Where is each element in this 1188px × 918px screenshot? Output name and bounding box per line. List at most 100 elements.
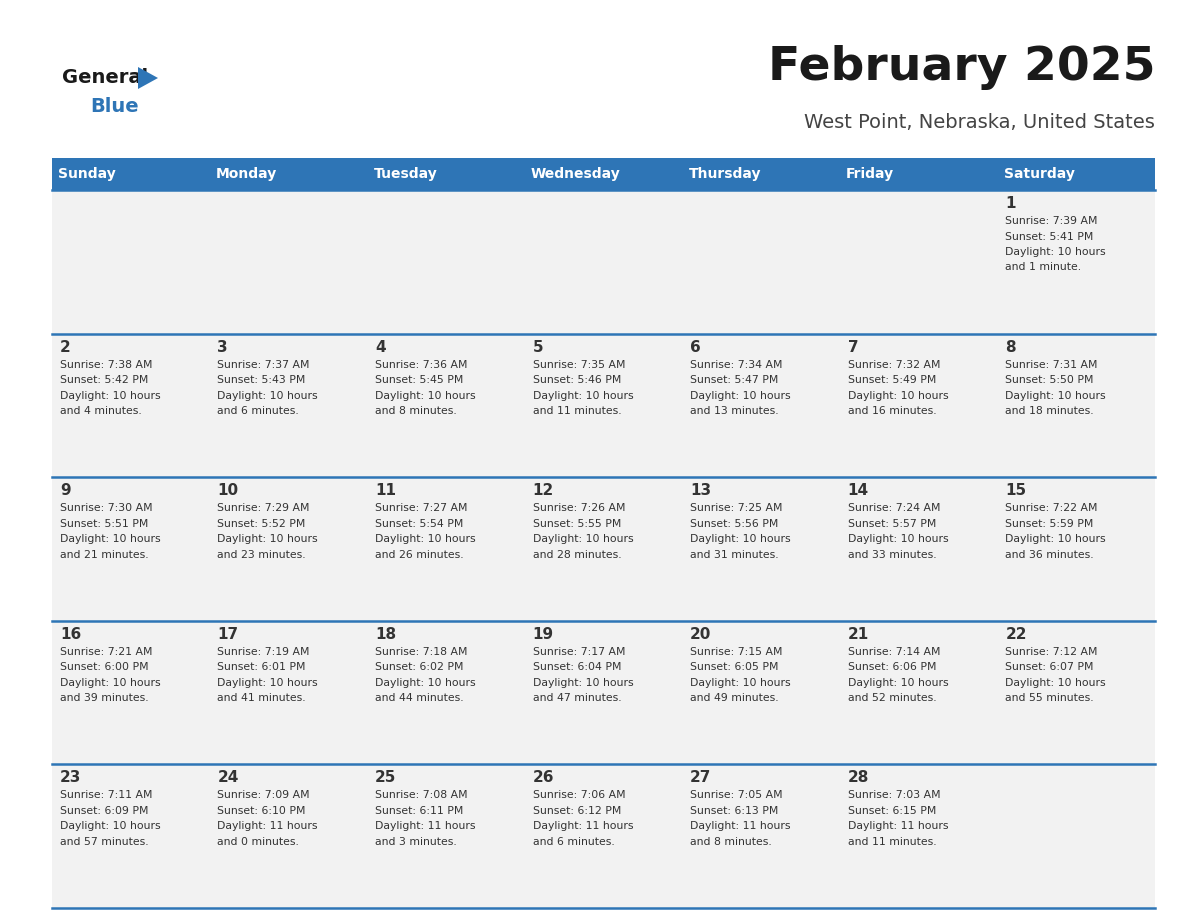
Text: Sunrise: 7:05 AM: Sunrise: 7:05 AM xyxy=(690,790,783,800)
Text: Sunrise: 7:38 AM: Sunrise: 7:38 AM xyxy=(59,360,152,370)
Text: February 2025: February 2025 xyxy=(767,46,1155,91)
Text: Daylight: 10 hours: Daylight: 10 hours xyxy=(532,390,633,400)
Text: Sunrise: 7:29 AM: Sunrise: 7:29 AM xyxy=(217,503,310,513)
Bar xyxy=(682,621,840,765)
Text: 11: 11 xyxy=(375,483,396,498)
Text: Sunrise: 7:22 AM: Sunrise: 7:22 AM xyxy=(1005,503,1098,513)
Text: Sunrise: 7:30 AM: Sunrise: 7:30 AM xyxy=(59,503,152,513)
Bar xyxy=(367,477,525,621)
Text: Daylight: 10 hours: Daylight: 10 hours xyxy=(217,677,318,688)
Text: Friday: Friday xyxy=(846,167,895,181)
Text: Sunset: 6:10 PM: Sunset: 6:10 PM xyxy=(217,806,307,816)
Bar xyxy=(367,765,525,908)
Text: Daylight: 10 hours: Daylight: 10 hours xyxy=(375,534,475,544)
Text: Sunrise: 7:08 AM: Sunrise: 7:08 AM xyxy=(375,790,468,800)
Bar xyxy=(209,477,367,621)
Text: Sunrise: 7:27 AM: Sunrise: 7:27 AM xyxy=(375,503,468,513)
Bar xyxy=(52,477,209,621)
Text: Sunrise: 7:31 AM: Sunrise: 7:31 AM xyxy=(1005,360,1098,370)
Text: 21: 21 xyxy=(848,627,868,642)
Bar xyxy=(998,477,1155,621)
Bar xyxy=(840,333,998,477)
Text: Daylight: 10 hours: Daylight: 10 hours xyxy=(690,390,791,400)
Text: 9: 9 xyxy=(59,483,70,498)
Text: Sunrise: 7:17 AM: Sunrise: 7:17 AM xyxy=(532,647,625,656)
Text: 13: 13 xyxy=(690,483,712,498)
Text: 14: 14 xyxy=(848,483,868,498)
Bar xyxy=(367,190,525,333)
Text: and 36 minutes.: and 36 minutes. xyxy=(1005,550,1094,560)
Text: 3: 3 xyxy=(217,340,228,354)
Text: Sunrise: 7:12 AM: Sunrise: 7:12 AM xyxy=(1005,647,1098,656)
Bar xyxy=(840,190,998,333)
Bar xyxy=(998,765,1155,908)
Text: and 1 minute.: and 1 minute. xyxy=(1005,263,1081,273)
Text: and 55 minutes.: and 55 minutes. xyxy=(1005,693,1094,703)
Bar xyxy=(209,158,367,190)
Text: and 6 minutes.: and 6 minutes. xyxy=(532,837,614,847)
Text: Sunrise: 7:19 AM: Sunrise: 7:19 AM xyxy=(217,647,310,656)
Text: Sunrise: 7:21 AM: Sunrise: 7:21 AM xyxy=(59,647,152,656)
Text: Sunrise: 7:32 AM: Sunrise: 7:32 AM xyxy=(848,360,940,370)
Text: Saturday: Saturday xyxy=(1004,167,1075,181)
Text: 8: 8 xyxy=(1005,340,1016,354)
Bar xyxy=(525,190,682,333)
Text: Sunrise: 7:26 AM: Sunrise: 7:26 AM xyxy=(532,503,625,513)
Text: Sunset: 5:50 PM: Sunset: 5:50 PM xyxy=(1005,375,1094,385)
Text: Sunset: 6:12 PM: Sunset: 6:12 PM xyxy=(532,806,621,816)
Text: Sunset: 5:47 PM: Sunset: 5:47 PM xyxy=(690,375,778,385)
Text: Daylight: 10 hours: Daylight: 10 hours xyxy=(1005,677,1106,688)
Polygon shape xyxy=(138,67,158,89)
Bar xyxy=(682,477,840,621)
Bar xyxy=(209,765,367,908)
Text: and 41 minutes.: and 41 minutes. xyxy=(217,693,307,703)
Bar xyxy=(840,158,998,190)
Text: and 31 minutes.: and 31 minutes. xyxy=(690,550,779,560)
Text: Sunset: 5:45 PM: Sunset: 5:45 PM xyxy=(375,375,463,385)
Text: Sunrise: 7:06 AM: Sunrise: 7:06 AM xyxy=(532,790,625,800)
Text: 12: 12 xyxy=(532,483,554,498)
Text: Sunrise: 7:36 AM: Sunrise: 7:36 AM xyxy=(375,360,468,370)
Text: 1: 1 xyxy=(1005,196,1016,211)
Text: Sunrise: 7:15 AM: Sunrise: 7:15 AM xyxy=(690,647,783,656)
Text: and 8 minutes.: and 8 minutes. xyxy=(375,406,456,416)
Text: Daylight: 10 hours: Daylight: 10 hours xyxy=(1005,534,1106,544)
Text: Tuesday: Tuesday xyxy=(373,167,437,181)
Bar xyxy=(209,621,367,765)
Bar xyxy=(367,621,525,765)
Bar xyxy=(682,765,840,908)
Bar xyxy=(52,765,209,908)
Bar xyxy=(52,333,209,477)
Text: and 4 minutes.: and 4 minutes. xyxy=(59,406,141,416)
Text: 5: 5 xyxy=(532,340,543,354)
Bar xyxy=(209,190,367,333)
Text: 27: 27 xyxy=(690,770,712,786)
Text: and 28 minutes.: and 28 minutes. xyxy=(532,550,621,560)
Text: Sunset: 5:46 PM: Sunset: 5:46 PM xyxy=(532,375,621,385)
Text: Daylight: 10 hours: Daylight: 10 hours xyxy=(59,534,160,544)
Text: 15: 15 xyxy=(1005,483,1026,498)
Text: 7: 7 xyxy=(848,340,859,354)
Text: Sunset: 6:07 PM: Sunset: 6:07 PM xyxy=(1005,662,1094,672)
Text: Thursday: Thursday xyxy=(689,167,762,181)
Text: and 49 minutes.: and 49 minutes. xyxy=(690,693,779,703)
Text: 16: 16 xyxy=(59,627,81,642)
Text: Sunset: 6:06 PM: Sunset: 6:06 PM xyxy=(848,662,936,672)
Text: 17: 17 xyxy=(217,627,239,642)
Bar xyxy=(367,158,525,190)
Text: Sunset: 5:59 PM: Sunset: 5:59 PM xyxy=(1005,519,1094,529)
Bar xyxy=(998,621,1155,765)
Text: Daylight: 10 hours: Daylight: 10 hours xyxy=(59,822,160,832)
Text: and 8 minutes.: and 8 minutes. xyxy=(690,837,772,847)
Text: General: General xyxy=(62,68,148,87)
Text: Sunrise: 7:35 AM: Sunrise: 7:35 AM xyxy=(532,360,625,370)
Bar xyxy=(998,190,1155,333)
Text: Sunset: 6:11 PM: Sunset: 6:11 PM xyxy=(375,806,463,816)
Bar xyxy=(525,477,682,621)
Text: Sunset: 6:02 PM: Sunset: 6:02 PM xyxy=(375,662,463,672)
Text: West Point, Nebraska, United States: West Point, Nebraska, United States xyxy=(804,113,1155,131)
Text: and 16 minutes.: and 16 minutes. xyxy=(848,406,936,416)
Text: Sunday: Sunday xyxy=(58,167,116,181)
Text: 19: 19 xyxy=(532,627,554,642)
Text: Sunset: 5:56 PM: Sunset: 5:56 PM xyxy=(690,519,778,529)
